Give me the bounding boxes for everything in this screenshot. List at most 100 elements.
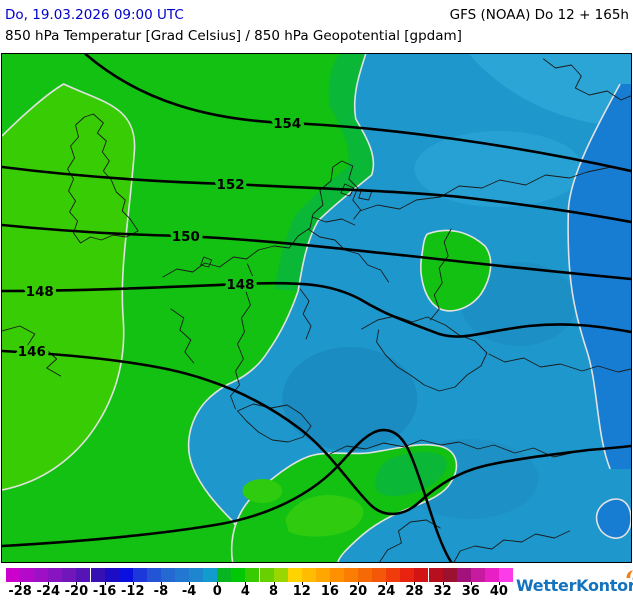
temp-fill-blue-light-topright [469,54,631,127]
legend-tick-label: 12 [292,584,311,599]
legend-tick [132,582,134,585]
legend-tick [76,582,78,585]
map-frame: 154 152 150 148 148 146 [1,53,632,563]
legend-segment [273,568,288,582]
legend-tick-label: 36 [461,584,480,599]
wetterkontor-logo[interactable]: WetterKontor [516,570,633,595]
logo-text: WetterKontor [516,570,633,595]
isohypse-label-148-mid: 148 [226,278,254,293]
temp-fill-blue-mid-tongue [282,347,418,451]
border-germany-west [230,263,254,410]
legend-tick-label: 32 [433,584,452,599]
geopotential-contour-labels: 154 152 150 148 148 146 [14,113,304,363]
temp-fill-green-alps-light [285,495,364,537]
legend-tick [386,582,388,585]
legend-tick-label: -20 [64,584,89,599]
isohypse-label-146: 146 [18,345,46,360]
legend-tick [442,582,444,585]
legend-segment [498,568,513,582]
isohypse-150 [2,223,631,281]
legend-tick-label: 20 [349,584,368,599]
legend-tick [273,582,275,585]
legend-tick-label: 40 [489,584,508,599]
legend-tick-label: 16 [320,584,339,599]
legend-tick [301,582,303,585]
coastline-sweden [543,58,631,101]
isotherm-boundary-west [2,83,136,491]
legend-segment [34,568,49,582]
legend-tick-label: -4 [181,584,197,599]
legend-segment [358,568,373,582]
legend-segment [76,568,91,582]
isohypse-146 [2,349,631,516]
legend-tick-label: 4 [240,584,250,599]
legend-segment [287,568,302,582]
legend-segment [428,568,443,582]
legend-tick [329,582,331,585]
legend-segment [175,568,190,582]
legend-tick [358,582,360,585]
isotherm-boundary-east [567,83,621,470]
legend-segment [118,568,133,582]
legend-tick [414,582,416,585]
temp-fill-blue-dark-pocket [596,499,631,539]
legend-tick-label: 24 [377,584,396,599]
legend-segment [372,568,387,582]
isohypse-148 [2,281,631,338]
legend-segment [217,568,232,582]
legend-segment [104,568,119,582]
map-image: 154 152 150 148 148 146 [2,54,631,562]
isohypse-label-148-west: 148 [26,285,54,300]
temperature-legend: -28 -24 -20 -16 -12 -8 -4 0 4 8 12 16 20 24 28 32 36 40 [0,563,633,600]
legend-segment [344,568,359,582]
border-austria [329,439,572,458]
border-denmark-germany [311,216,356,226]
isotherm-boundary-main [187,54,375,562]
legend-segment [146,568,161,582]
legend-segment [189,568,204,582]
legend-segment [386,568,401,582]
river-elbe [307,228,389,283]
temp-fill-green-alps-light2 [242,479,283,503]
isohypse-152 [2,165,631,224]
temp-fill-blue-light-baltic [414,131,584,207]
legend-segment [329,568,344,582]
coastline-ijsselmeer [200,256,213,268]
legend-segment [20,568,35,582]
legend-tick-label: -24 [36,584,61,599]
geopotential-contours [2,54,631,562]
isohypse-154 [84,54,631,173]
legend-tick-label: -8 [153,584,169,599]
map-title: 850 hPa Temperatur [Grad Celsius] / 850 … [5,28,462,44]
legend-tick [217,582,219,585]
legend-segment [160,568,175,582]
border-france-belgium [170,308,195,364]
legend-tick [20,582,22,585]
border-poland-slovakia [488,353,631,373]
valid-datetime: Do, 19.03.2026 09:00 UTC [5,7,184,23]
legend-segment [90,568,105,582]
legend-segment [442,568,457,582]
legend-segment [414,568,429,582]
isohypse-144 [2,428,453,562]
legend-tick-label: 28 [405,584,424,599]
legend-tick-label: 8 [269,584,279,599]
legend-segment [48,568,63,582]
legend-tick [160,582,162,585]
country-borders [2,58,631,562]
legend-tick-label: -16 [92,584,117,599]
legend-tick [48,582,50,585]
border-germany-east [429,228,452,321]
temp-fill-green-alps-dark [375,451,447,497]
legend-tick [470,582,472,585]
legend-tick-label: -28 [8,584,32,599]
border-czech [361,315,488,392]
legend-segment [400,568,415,582]
border-german-states [299,288,312,340]
isotherm-boundary-pocket [595,498,631,539]
legend-segment [203,568,218,582]
legend-tick [245,582,247,585]
legend-segment [315,568,330,582]
legend-tick [498,582,500,585]
legend-tick [104,582,106,585]
